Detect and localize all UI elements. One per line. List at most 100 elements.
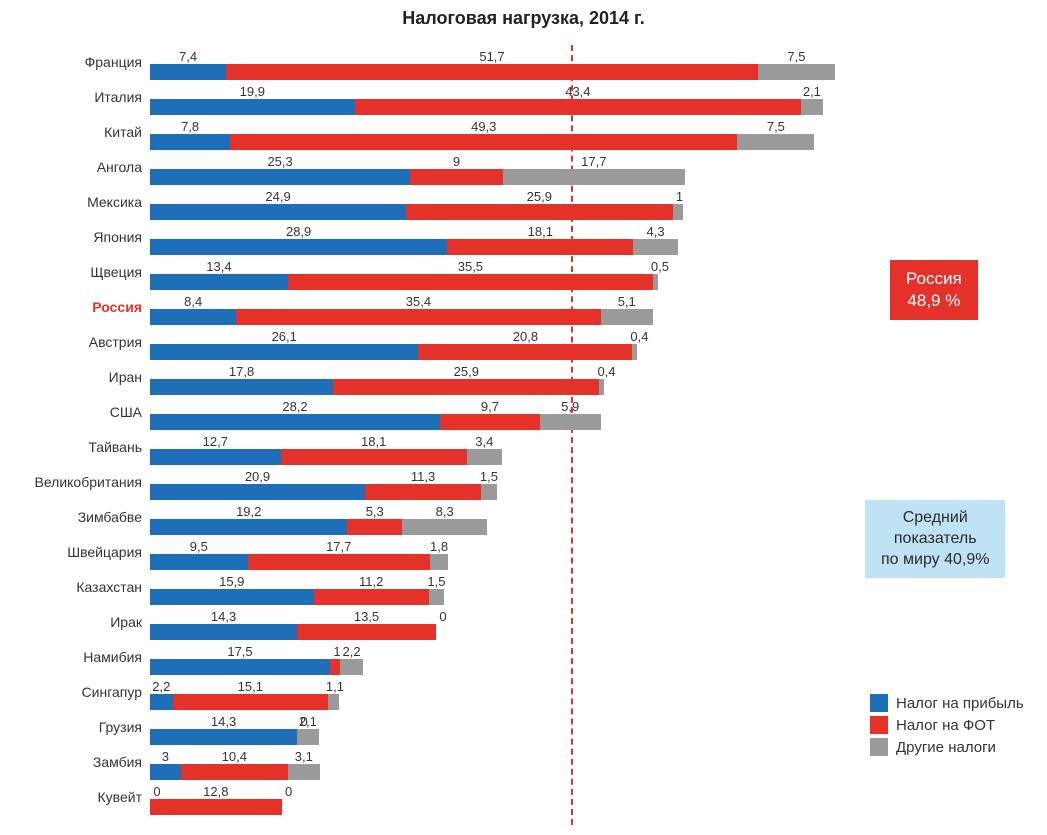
legend-swatch (870, 716, 888, 734)
country-label: Япония (2, 229, 150, 245)
bar-segment-payroll (181, 764, 288, 780)
value-label: 0 (153, 785, 160, 799)
legend-swatch (870, 738, 888, 756)
value-label: 8,4 (184, 295, 202, 309)
value-label: 19,9 (240, 85, 265, 99)
value-label: 2,2 (343, 645, 361, 659)
annotation-line: Средний (881, 508, 989, 529)
country-label: Грузия (2, 719, 150, 735)
legend-label: Другие налоги (896, 739, 996, 756)
bar-segment-profit (150, 764, 181, 780)
bar-segment-other (599, 379, 603, 395)
bar-segment-profit (150, 449, 281, 465)
bar-segment-other (288, 764, 320, 780)
bar-row: Франция7,451,77,5 (150, 45, 870, 80)
bar-track: 28,29,75,9 (150, 414, 870, 430)
value-label: 13,4 (206, 260, 231, 274)
bar-row: Тайвань12,718,13,4 (150, 430, 870, 465)
bar-segment-other (503, 169, 685, 185)
bar-track: 19,943,42,1 (150, 99, 870, 115)
bar-segment-payroll (230, 134, 737, 150)
value-label: 28,2 (282, 400, 307, 414)
bar-row: Щвеция13,435,50,5 (150, 255, 870, 290)
country-label: Швейцария (2, 544, 150, 560)
country-label: Тайвань (2, 439, 150, 455)
value-label: 8,3 (436, 505, 454, 519)
plot-area: Франция7,451,77,5Италия19,943,42,1Китай7… (150, 45, 870, 825)
bar-track: 17,512,2 (150, 659, 870, 675)
bar-row: Ангола25,3917,7 (150, 150, 870, 185)
value-label: 26,1 (272, 330, 297, 344)
value-label: 1,5 (480, 470, 498, 484)
country-label: Зимбабве (2, 509, 150, 525)
bar-row: США28,29,75,9 (150, 395, 870, 430)
bar-segment-profit (150, 484, 365, 500)
bar-segment-other (540, 414, 601, 430)
value-label: 24,9 (265, 190, 290, 204)
value-label: 1,1 (326, 680, 344, 694)
value-label: 1,5 (427, 575, 445, 589)
value-label: 1 (676, 190, 683, 204)
bar-track: 13,435,50,5 (150, 274, 870, 290)
value-label: 0,4 (597, 365, 615, 379)
bar-track: 14,302,1 (150, 729, 870, 745)
bar-segment-payroll (314, 589, 429, 605)
value-label: 2,1 (803, 85, 821, 99)
chart-title: Налоговая нагрузка, 2014 г. (0, 8, 1047, 29)
legend-item-profit: Налог на прибыль (870, 694, 1024, 712)
annotation-line: показатель (881, 529, 989, 550)
value-label: 17,8 (229, 365, 254, 379)
value-label: 25,3 (267, 155, 292, 169)
bar-segment-other (402, 519, 487, 535)
value-label: 9,5 (190, 540, 208, 554)
bar-segment-payroll (330, 659, 340, 675)
value-label: 17,7 (581, 155, 606, 169)
value-label: 2,2 (152, 680, 170, 694)
value-label: 15,1 (238, 680, 263, 694)
value-label: 25,9 (454, 365, 479, 379)
bar-track: 20,911,31,5 (150, 484, 870, 500)
bar-segment-other (673, 204, 683, 220)
bar-row: Австрия26,120,80,4 (150, 325, 870, 360)
bar-track: 7,849,37,5 (150, 134, 870, 150)
bar-track: 9,517,71,8 (150, 554, 870, 570)
value-label: 7,5 (787, 50, 805, 64)
annotation-line: по миру 40,9% (881, 550, 989, 571)
value-label: 20,8 (513, 330, 538, 344)
bar-row: Казахстан15,911,21,5 (150, 570, 870, 605)
bar-segment-other (632, 344, 636, 360)
bar-segment-payroll (365, 484, 481, 500)
bar-segment-profit (150, 239, 447, 255)
bar-track: 17,825,90,4 (150, 379, 870, 395)
bar-track: 14,313,50 (150, 624, 870, 640)
bar-row: Китай7,849,37,5 (150, 115, 870, 150)
value-label: 10,4 (222, 750, 247, 764)
value-label: 20,9 (245, 470, 270, 484)
legend-label: Налог на ФОТ (896, 717, 995, 734)
value-label: 5,1 (618, 295, 636, 309)
legend: Налог на прибыль Налог на ФОТ Другие налог… (870, 690, 1024, 760)
value-label: 19,2 (236, 505, 261, 519)
bar-track: 26,120,80,4 (150, 344, 870, 360)
country-label: Иран (2, 369, 150, 385)
value-label: 0 (439, 610, 446, 624)
value-label: 14,3 (211, 715, 236, 729)
value-label: 4,3 (646, 225, 664, 239)
country-label: Франция (2, 54, 150, 70)
bar-segment-profit (150, 659, 330, 675)
bar-row: Иран17,825,90,4 (150, 360, 870, 395)
legend-swatch (870, 694, 888, 712)
bar-segment-profit (150, 414, 440, 430)
value-label: 51,7 (479, 50, 504, 64)
bar-segment-payroll (288, 274, 653, 290)
bar-segment-payroll (281, 449, 467, 465)
bar-segment-profit (150, 134, 230, 150)
value-label: 14,3 (211, 610, 236, 624)
bar-segment-other (467, 449, 502, 465)
bar-row: Япония28,918,14,3 (150, 220, 870, 255)
bar-segment-profit (150, 729, 297, 745)
bar-row: Россия8,435,45,1 (150, 290, 870, 325)
value-label: 0,5 (651, 260, 669, 274)
bar-segment-other (737, 134, 814, 150)
bar-segment-other (340, 659, 363, 675)
